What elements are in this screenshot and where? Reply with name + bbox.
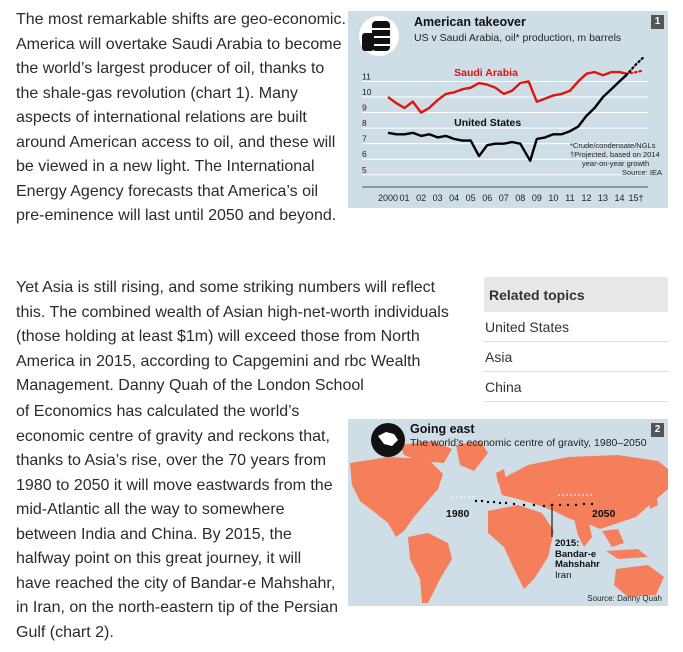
article-paragraph-2-top: Yet Asia is still rising, and some strik… bbox=[16, 279, 449, 394]
chart-1-source: Source: IEA bbox=[621, 168, 662, 177]
related-topic-asia[interactable]: Asia bbox=[484, 342, 668, 372]
x-tick-label: 10 bbox=[548, 193, 558, 203]
x-tick-label: 09 bbox=[532, 193, 542, 203]
y-tick-label: 7 bbox=[362, 134, 367, 144]
x-tick-label: 11 bbox=[565, 193, 574, 203]
article-paragraph-1: The most remarkable shifts are geo-econo… bbox=[16, 11, 346, 224]
x-tick-label: 03 bbox=[433, 193, 443, 203]
chart-2-source: Source: Danny Quah bbox=[587, 594, 662, 603]
y-tick-label: 9 bbox=[362, 103, 367, 113]
chart-2-subtitle: The world’s economic centre of gravity, … bbox=[410, 437, 647, 449]
y-tick-label: 8 bbox=[362, 118, 367, 128]
x-tick-label: 05 bbox=[466, 193, 476, 203]
x-tick-label: 14 bbox=[615, 193, 625, 203]
related-topics: Related topics United States Asia China bbox=[484, 277, 668, 402]
chart-1-number: 1 bbox=[651, 15, 664, 29]
economic-gravity-map: Going east The world’s economic centre o… bbox=[348, 419, 668, 606]
article-paragraph-2-bottom: of Economics has calculated the world’s … bbox=[16, 403, 338, 641]
series-projection-saudi-arabia bbox=[625, 69, 644, 75]
series-line-saudi-arabia bbox=[387, 70, 627, 114]
related-topic-china[interactable]: China bbox=[484, 372, 668, 402]
x-tick-label: 01 bbox=[400, 193, 410, 203]
gravity-path bbox=[474, 499, 594, 508]
oil-production-chart: American takeover US v Saudi Arabia, oil… bbox=[348, 11, 668, 208]
series-projection-united-states bbox=[625, 56, 644, 77]
chart-1-subtitle: US v Saudi Arabia, oil* production, m ba… bbox=[414, 32, 622, 44]
series-label-saudi-arabia: Saudi Arabia bbox=[454, 67, 518, 79]
x-tick-label: 02 bbox=[416, 193, 426, 203]
label-bandar-e: Bandar-e bbox=[555, 548, 597, 560]
series-line-united-states bbox=[387, 74, 628, 163]
label-1980: 1980 bbox=[446, 508, 470, 520]
x-tick-label: 07 bbox=[499, 193, 509, 203]
y-tick-label: 10 bbox=[362, 87, 372, 97]
chart-2-number: 2 bbox=[651, 423, 664, 437]
chart-1-plot: 5 6 7 8 9 10 11 2000 01 02 03 04 05 06 07 08 09 10 11 12 13 1… bbox=[362, 56, 648, 203]
chart-1-footnote-2b: year-on-year growth bbox=[582, 159, 650, 168]
x-tick-label: 06 bbox=[482, 193, 492, 203]
y-tick-label: 5 bbox=[362, 165, 367, 175]
label-mahshahr: Mahshahr bbox=[555, 559, 600, 570]
series-label-united-states: United States bbox=[454, 117, 521, 129]
label-2050: 2050 bbox=[592, 508, 616, 520]
label-2015: 2015: bbox=[555, 538, 580, 549]
chart-2-title: Going east bbox=[410, 422, 475, 436]
world-map bbox=[350, 441, 668, 603]
x-tick-label: 08 bbox=[515, 193, 525, 203]
related-topics-heading: Related topics bbox=[484, 277, 668, 312]
chart-1-title: American takeover bbox=[414, 15, 526, 29]
label-iran: Iran bbox=[555, 569, 572, 581]
x-tick-label: 13 bbox=[598, 193, 608, 203]
x-tick-label: 2000 bbox=[378, 193, 398, 203]
related-topic-united-states[interactable]: United States bbox=[484, 312, 668, 342]
chart-1-footnote-2a: †Projected, based on 2014 bbox=[570, 150, 660, 159]
chart-1-footnote-1: *Crude/condensate/NGLs bbox=[570, 141, 656, 150]
oil-barrels-icon bbox=[359, 16, 399, 56]
globe-icon bbox=[371, 423, 405, 457]
x-tick-label: 15† bbox=[629, 193, 644, 203]
y-tick-label: 11 bbox=[362, 71, 371, 81]
x-tick-label: 04 bbox=[449, 193, 459, 203]
x-tick-label: 12 bbox=[581, 193, 591, 203]
y-tick-label: 6 bbox=[362, 149, 367, 159]
